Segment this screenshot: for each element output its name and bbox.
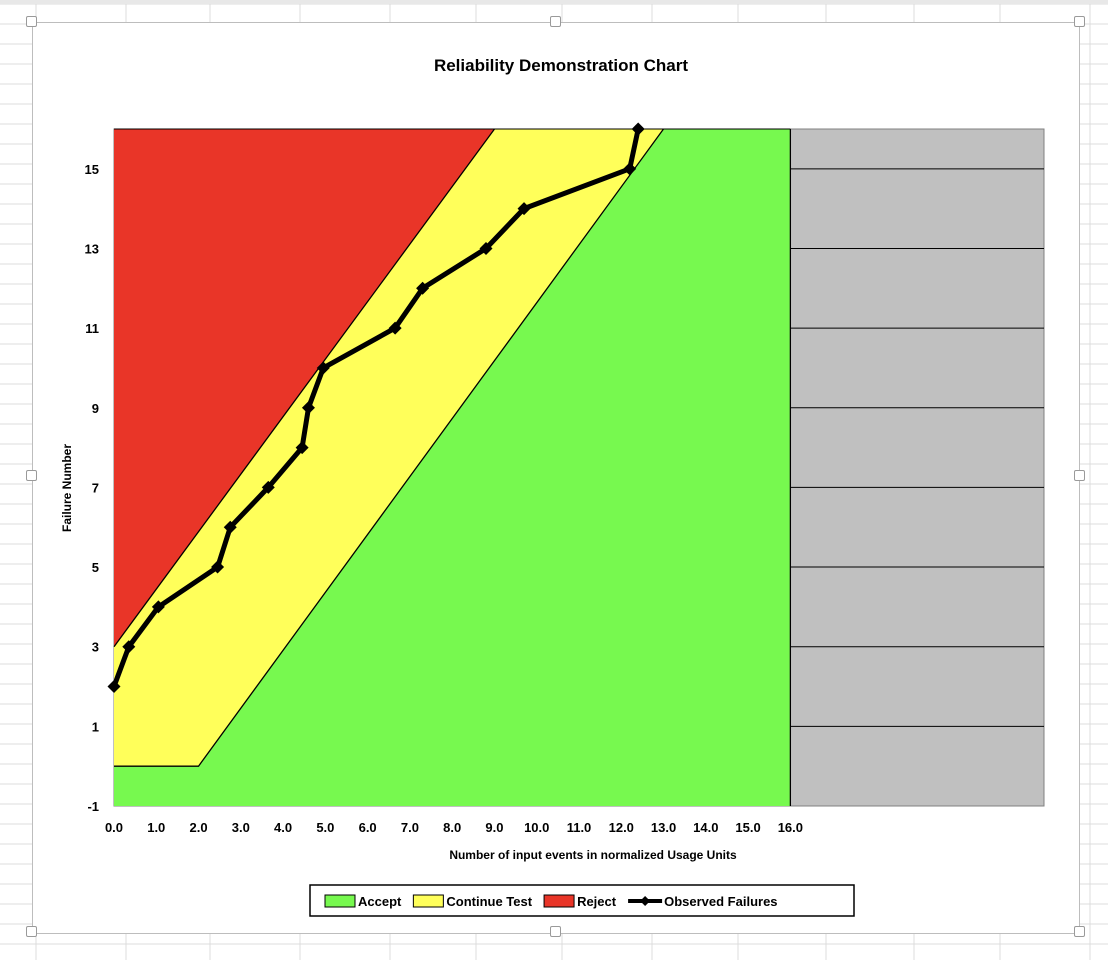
legend-marker bbox=[640, 896, 651, 906]
plot-area[interactable] bbox=[107, 122, 1045, 807]
chart-title: Reliability Demonstration Chart bbox=[434, 56, 688, 75]
legend-label: Reject bbox=[577, 894, 617, 909]
observed-failure-point[interactable] bbox=[517, 202, 531, 216]
resize-handle-top-left[interactable] bbox=[26, 16, 37, 27]
resize-handle-middle-right[interactable] bbox=[1074, 470, 1085, 481]
x-tick-label: 9.0 bbox=[485, 820, 503, 835]
y-axis-label: Failure Number bbox=[60, 444, 74, 532]
observed-failure-point[interactable] bbox=[388, 321, 402, 335]
y-tick-label: 3 bbox=[92, 640, 99, 655]
observed-failure-point[interactable] bbox=[631, 122, 645, 136]
y-tick-label: -1 bbox=[87, 799, 99, 814]
reject-boundary-line bbox=[113, 128, 496, 648]
legend-label: Observed Failures bbox=[664, 894, 777, 909]
observed-failure-point[interactable] bbox=[416, 281, 430, 295]
x-tick-label: 12.0 bbox=[609, 820, 634, 835]
observed-failure-point[interactable] bbox=[295, 441, 309, 455]
resize-handle-bottom-middle[interactable] bbox=[550, 926, 561, 937]
x-tick-label: 8.0 bbox=[443, 820, 461, 835]
legend-swatch bbox=[543, 894, 575, 908]
resize-handle-bottom-left[interactable] bbox=[26, 926, 37, 937]
x-tick-label: 4.0 bbox=[274, 820, 292, 835]
chart-container[interactable]: Reliability Demonstration Chart -1 1 3 5 7 9 1… bbox=[32, 22, 1080, 934]
x-tick-label: 16.0 bbox=[778, 820, 803, 835]
observed-failure-point[interactable] bbox=[479, 241, 493, 255]
x-axis-ticks: 0.0 1.0 2.0 3.0 4.0 5.0 6.0 7.0 8.0 9.0 10.0 11.0 12… bbox=[105, 820, 803, 835]
legend-label: Continue Test bbox=[446, 894, 532, 909]
x-tick-label: 15.0 bbox=[735, 820, 760, 835]
x-tick-label: 3.0 bbox=[232, 820, 250, 835]
legend-swatch bbox=[324, 894, 356, 908]
legend-label: Accept bbox=[358, 894, 402, 909]
x-tick-label: 0.0 bbox=[105, 820, 123, 835]
x-axis-label: Number of input events in normalized Usa… bbox=[449, 848, 737, 862]
observed-failure-point[interactable] bbox=[211, 560, 225, 574]
x-tick-label: 5.0 bbox=[316, 820, 334, 835]
x-tick-label: 14.0 bbox=[693, 820, 718, 835]
chart-legend[interactable]: Accept Continue Test Reject Observed Failur… bbox=[309, 884, 855, 917]
legend-swatch bbox=[412, 894, 444, 908]
accept-region bbox=[114, 129, 791, 806]
y-tick-label: 15 bbox=[85, 162, 99, 177]
y-tick-label: 9 bbox=[92, 401, 99, 416]
observed-failure-point[interactable] bbox=[301, 401, 315, 415]
resize-handle-middle-left[interactable] bbox=[26, 470, 37, 481]
y-tick-label: 7 bbox=[92, 480, 99, 495]
observed-failure-point[interactable] bbox=[107, 680, 121, 694]
y-tick-label: 5 bbox=[92, 560, 99, 575]
resize-handle-top-right[interactable] bbox=[1074, 16, 1085, 27]
reliability-chart: Reliability Demonstration Chart -1135791… bbox=[60, 56, 1045, 917]
resize-handle-bottom-right[interactable] bbox=[1074, 926, 1085, 937]
observed-failure-point[interactable] bbox=[261, 480, 275, 494]
observed-failure-point[interactable] bbox=[623, 162, 637, 176]
legend-box bbox=[309, 884, 855, 917]
observed-failure-point[interactable] bbox=[316, 361, 330, 375]
x-tick-label: 6.0 bbox=[359, 820, 377, 835]
x-tick-label: 1.0 bbox=[147, 820, 165, 835]
resize-handle-top-middle[interactable] bbox=[550, 16, 561, 27]
observed-failure-point[interactable] bbox=[122, 640, 136, 654]
x-tick-label: 7.0 bbox=[401, 820, 419, 835]
x-tick-label: 13.0 bbox=[651, 820, 676, 835]
x-tick-label: 11.0 bbox=[567, 820, 592, 835]
accept-boundary-line bbox=[114, 128, 665, 767]
x-tick-label: 10.0 bbox=[524, 820, 549, 835]
x-tick-label: 2.0 bbox=[190, 820, 208, 835]
y-tick-label: 13 bbox=[85, 241, 99, 256]
y-tick-label: 1 bbox=[92, 719, 99, 734]
observed-failure-point[interactable] bbox=[151, 600, 165, 614]
observed-failure-point[interactable] bbox=[223, 520, 237, 534]
y-tick-label: 11 bbox=[85, 321, 99, 336]
